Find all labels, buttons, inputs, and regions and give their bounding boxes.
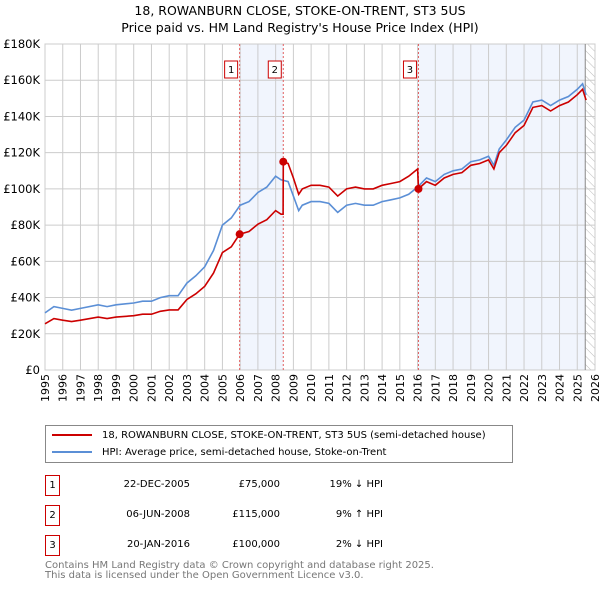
sale-price: £115,000 xyxy=(232,509,280,520)
x-tick-label: 2016 xyxy=(412,374,425,402)
sale-label-box xyxy=(267,60,282,79)
sale-date: 20-JAN-2016 xyxy=(126,539,190,550)
shaded-range xyxy=(239,44,284,370)
sale-label: 1 xyxy=(228,65,234,76)
footer-licence: This data is licensed under the Open Gov… xyxy=(45,570,364,581)
x-tick-label: 2002 xyxy=(163,374,176,402)
sale-date: 22-DEC-2005 xyxy=(123,479,190,490)
sale-price: £100,000 xyxy=(232,539,280,550)
hpi-line xyxy=(44,82,587,314)
x-tick-label: 2024 xyxy=(554,374,567,402)
x-tick-label: 2023 xyxy=(536,374,549,402)
x-tick-label: 2004 xyxy=(199,374,212,402)
y-tick-label: £20K xyxy=(11,327,41,341)
sale-number: 1 xyxy=(45,475,60,496)
x-tick-label: 1996 xyxy=(57,374,70,402)
property-price-line xyxy=(44,87,587,325)
price-chart: 1995 1996 1997 1998 1999 2000 2001 2002 2003 2004… xyxy=(3,37,600,402)
sale-point xyxy=(279,157,288,166)
y-tick-label: £160K xyxy=(3,73,40,87)
sale-row: 3 20-JAN-2016 £100,000 2% ↓ HPI xyxy=(45,535,505,556)
sale-label-box xyxy=(402,60,417,79)
x-tick-label: 2005 xyxy=(216,374,229,402)
x-tick-label: 2022 xyxy=(518,374,531,402)
y-tick-label: £0 xyxy=(25,363,40,377)
x-tick-label: 2009 xyxy=(287,374,300,402)
sale-hpi-diff: 9% ↑ HPI xyxy=(335,509,383,520)
y-tick-label: £100K xyxy=(3,182,40,196)
forecast-hatch xyxy=(585,44,595,370)
x-tick-label: 2026 xyxy=(589,374,600,402)
y-tick-label: £140K xyxy=(3,109,40,123)
legend: 18, ROWANBURN CLOSE, STOKE-ON-TRENT, ST3… xyxy=(45,425,513,463)
sale-price: £75,000 xyxy=(238,479,280,490)
y-tick-label: £40K xyxy=(11,291,41,305)
sale-number: 3 xyxy=(45,535,60,556)
chart-title: 18, ROWANBURN CLOSE, STOKE-ON-TRENT, ST3… xyxy=(134,3,466,18)
sale-hpi-diff: 19% ↓ HPI xyxy=(329,479,383,490)
x-tick-label: 2025 xyxy=(571,374,584,402)
sale-label-box xyxy=(224,60,239,79)
x-tick-label: 2019 xyxy=(465,374,478,402)
sale-row: 1 22-DEC-2005 £75,000 19% ↓ HPI xyxy=(45,475,505,496)
y-tick-label: £80K xyxy=(11,218,41,232)
chart-subtitle: Price paid vs. HM Land Registry's House … xyxy=(121,20,479,35)
legend-label-property: 18, ROWANBURN CLOSE, STOKE-ON-TRENT, ST3… xyxy=(102,429,486,441)
sale-point xyxy=(235,230,244,239)
x-tick-label: 2001 xyxy=(145,374,158,402)
sale-row: 2 06-JUN-2008 £115,000 9% ↑ HPI xyxy=(45,505,505,526)
x-tick-label: 2010 xyxy=(305,374,318,402)
sale-point xyxy=(414,184,423,193)
x-tick-label: 2008 xyxy=(270,374,283,402)
x-tick-label: 2012 xyxy=(341,374,354,402)
x-tick-label: 2006 xyxy=(234,374,247,402)
x-tick-label: 2013 xyxy=(358,374,371,402)
x-tick-label: 2021 xyxy=(500,374,513,402)
x-tick-label: 2003 xyxy=(181,374,194,402)
y-tick-label: £120K xyxy=(3,146,40,160)
x-tick-label: 2011 xyxy=(323,374,336,402)
legend-item-property: 18, ROWANBURN CLOSE, STOKE-ON-TRENT, ST3… xyxy=(46,427,486,443)
x-tick-label: 2007 xyxy=(252,374,265,402)
sale-label: 3 xyxy=(407,65,413,76)
sale-hpi-diff: 2% ↓ HPI xyxy=(335,539,383,550)
legend-swatch-red xyxy=(52,434,92,436)
legend-swatch-blue xyxy=(52,451,92,453)
x-tick-label: 1997 xyxy=(74,374,87,402)
x-tick-label: 1999 xyxy=(110,374,123,402)
plot-border xyxy=(44,43,596,371)
x-tick-label: 2014 xyxy=(376,374,389,402)
legend-label-hpi: HPI: Average price, semi-detached house,… xyxy=(102,446,387,458)
sale-date: 06-JUN-2008 xyxy=(126,509,190,520)
x-tick-label: 2000 xyxy=(128,374,141,402)
x-tick-label: 2020 xyxy=(483,374,496,402)
y-tick-label: £60K xyxy=(11,254,41,268)
x-tick-label: 2018 xyxy=(447,374,460,402)
legend-item-hpi: HPI: Average price, semi-detached house,… xyxy=(46,444,386,460)
x-tick-label: 1998 xyxy=(92,374,105,402)
sale-number: 2 xyxy=(45,505,60,526)
shaded-range xyxy=(418,44,586,370)
sale-label: 2 xyxy=(272,65,278,76)
footer-copyright: Contains HM Land Registry data © Crown c… xyxy=(45,560,434,571)
y-tick-label: £180K xyxy=(3,37,40,51)
x-tick-label: 1995 xyxy=(39,374,52,402)
x-tick-label: 2017 xyxy=(429,374,442,402)
x-tick-label: 2015 xyxy=(394,374,407,402)
